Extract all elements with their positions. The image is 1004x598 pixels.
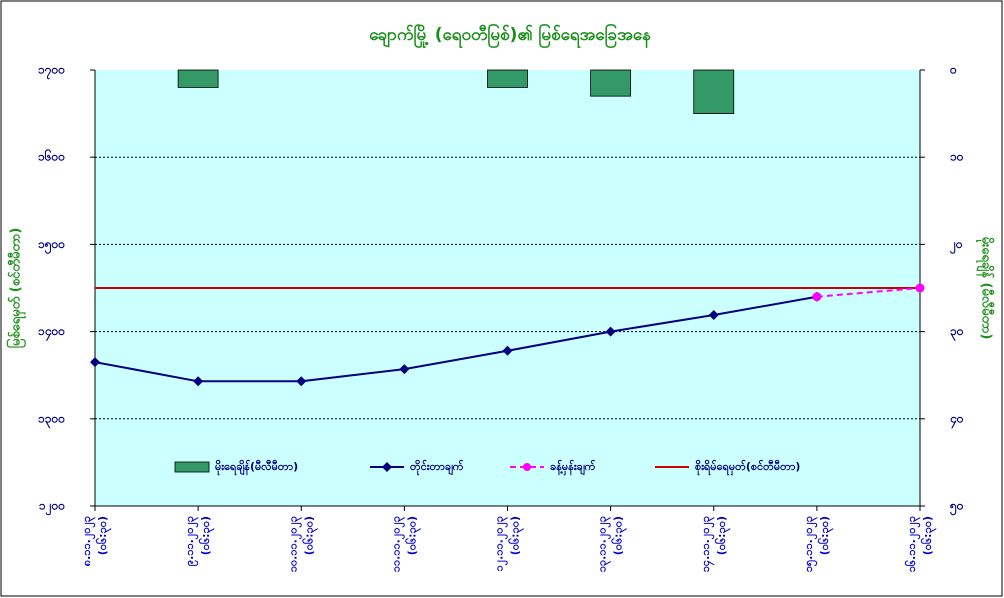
point-marker bbox=[193, 376, 204, 387]
x-tick-time: (၀၆:၃၀) bbox=[199, 516, 215, 555]
y2-tick-label: ၂၀ bbox=[949, 237, 963, 255]
point-marker bbox=[502, 345, 513, 356]
x-tick-time: (၀၆:၃၀) bbox=[921, 516, 937, 555]
x-tick-time: (၀၆:၃၀) bbox=[302, 516, 318, 555]
rain-bar bbox=[693, 69, 735, 114]
line-series bbox=[816, 287, 921, 298]
y2-tick-label: ၁၀ bbox=[950, 150, 964, 164]
y-tick-label: ၁၇၀၀ bbox=[38, 63, 65, 81]
point-marker bbox=[812, 292, 822, 302]
chart-title: ချောက်မြို့ (ရေဝတီမြစ်)၏ မြစ်ရေအခြေအနေ bbox=[369, 22, 651, 49]
x-tick-label: ၁၃.၁၁.၂၀၂၃ bbox=[596, 515, 612, 572]
legend-marker bbox=[382, 462, 392, 472]
point-marker bbox=[708, 310, 719, 321]
y-tick-label: ၁၆၀၀ bbox=[38, 148, 65, 164]
y-tick-label: ၁၅၀၀ bbox=[38, 237, 65, 255]
x-tick-label: ၁၀.၁၁.၂၀၂၃ bbox=[286, 515, 302, 572]
x-tick-time: (၀၆:၃၀) bbox=[96, 516, 112, 555]
y2-tick-label: ၀ bbox=[949, 63, 957, 77]
x-tick-label: ၁၁.၁၁.၂၀၂၃ bbox=[389, 515, 405, 572]
legend-marker bbox=[523, 463, 531, 471]
x-tick-time: (၀၆:၃၀) bbox=[818, 516, 834, 555]
x-tick-label: ၁၂.၁၁.၂၀၂၃ bbox=[493, 515, 509, 571]
y2-tick-label: ၃၀ bbox=[950, 324, 964, 342]
y-tick-label: ၁၂၀၀ bbox=[39, 499, 65, 517]
x-tick-label: ၉.၁၁.၂၀၂၃ bbox=[183, 515, 199, 566]
point-marker bbox=[296, 376, 307, 387]
legend-label: စိုးရိမ်ရေမှတ်(စင်တီမီတာ) bbox=[695, 459, 800, 476]
y2-axis-label: မိုးရေချိန် (မီလီမီတာ) bbox=[976, 237, 996, 340]
point-marker bbox=[915, 283, 925, 293]
y-tick-label: ၁၃၀၀ bbox=[38, 411, 65, 429]
legend-label: ခန့်မှန်းချက် bbox=[550, 459, 596, 476]
rain-bar bbox=[177, 69, 219, 88]
x-tick-label: ၁၅.၁၁.၂၀၂၃ bbox=[802, 515, 818, 572]
y2-tick-label: ၅၀ bbox=[949, 499, 964, 517]
x-tick-time: (၀၆:၃၀) bbox=[509, 516, 525, 555]
y-tick-label: ၁၄၀၀ bbox=[38, 324, 65, 342]
y2-tick-label: ၄၀ bbox=[949, 411, 964, 429]
point-marker bbox=[605, 326, 616, 337]
point-marker bbox=[90, 357, 100, 368]
x-tick-time: (၀၆:၃၀) bbox=[715, 516, 731, 555]
point-marker bbox=[399, 364, 410, 375]
x-tick-label: ၁၆.၁၁.၂၀၂၃ bbox=[905, 515, 921, 572]
legend-label: တိုင်းတာချက် bbox=[410, 459, 464, 476]
legend-swatch bbox=[174, 461, 210, 473]
x-tick-label: ၈.၁၁.၂၀၂၃ bbox=[80, 515, 96, 566]
legend-label: မိုးရေချိန်(မီလီမီတာ) bbox=[215, 459, 298, 476]
rain-bar bbox=[590, 69, 632, 97]
y-axis-label: မြစ်ရေမှတ် (စင်တီမီတာ) bbox=[6, 228, 27, 349]
x-tick-time: (၀၆:၃၀) bbox=[612, 516, 628, 555]
line-series bbox=[94, 295, 818, 383]
x-tick-time: (၀၆:၃၀) bbox=[405, 516, 421, 555]
rain-bar bbox=[487, 69, 528, 88]
x-tick-label: ၁၄.၁၁.၂၀၂၃ bbox=[699, 515, 715, 572]
